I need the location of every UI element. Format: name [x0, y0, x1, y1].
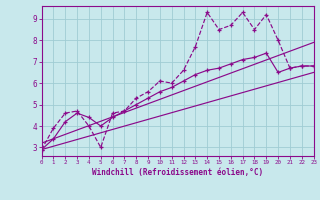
X-axis label: Windchill (Refroidissement éolien,°C): Windchill (Refroidissement éolien,°C)	[92, 168, 263, 177]
